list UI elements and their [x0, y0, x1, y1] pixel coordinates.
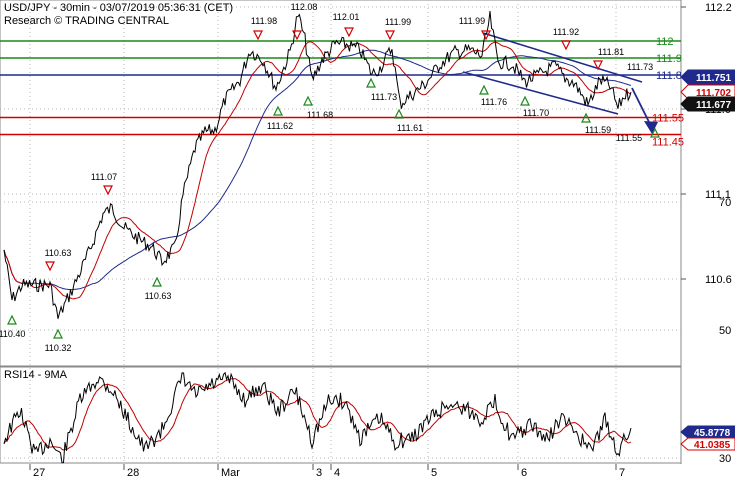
swing-label: 111.98 [251, 16, 277, 26]
projection-arrow-head [644, 121, 658, 134]
time-tick-label: Mar [221, 467, 240, 479]
swing-low-marker [394, 108, 404, 119]
slow-moving-average [3, 49, 632, 291]
grid [0, 0, 681, 464]
swing-label: 111.07 [91, 172, 117, 182]
level-label: 111.55 [652, 113, 684, 125]
projection-arrow-line [631, 87, 651, 125]
price-tick-label: 112.2 [705, 2, 732, 14]
swing-label: 110.32 [45, 343, 72, 353]
level-lines: 112 111.9 111.8 111.55 111.45 [0, 36, 684, 149]
swing-high-marker [481, 30, 491, 41]
rsi-line [3, 371, 632, 464]
swing-label: 111.70 [523, 108, 549, 118]
swing-label: 110.40 [0, 329, 25, 339]
price-badge-label: 111.677 [696, 100, 731, 111]
level-label: 111.9 [656, 53, 682, 65]
price-tick-label: 110.6 [705, 274, 732, 286]
swing-high-marker [561, 40, 571, 51]
rsi-tick-label: 30 [719, 453, 731, 465]
price-badge [680, 96, 735, 112]
channel-upper-line [482, 32, 643, 83]
swing-label: 111.92 [553, 27, 579, 37]
rsi-moving-average [3, 378, 632, 451]
chart-title: USD/JPY - 30min - 03/07/2019 05:36:31 (C… [4, 2, 233, 14]
price-line [3, 11, 632, 319]
swing-low-marker [520, 95, 530, 106]
price-badge [680, 69, 735, 85]
swing-high-marker [385, 30, 395, 41]
rsi-badge-label: 45.8778 [694, 428, 731, 439]
swing-label: 111.61 [397, 123, 423, 133]
swing-low-marker [273, 105, 283, 116]
channel-lower-line [462, 71, 619, 115]
chart-source: Research © TRADING CENTRAL [4, 15, 169, 27]
swing-low-marker [366, 77, 376, 88]
swing-label: 111.99 [459, 16, 485, 26]
swing-high-marker [103, 185, 113, 196]
swing-label: 111.81 [598, 47, 624, 57]
swing-high-marker [253, 30, 263, 41]
swing-label: 111.73 [371, 92, 397, 102]
swing-low-marker [581, 112, 591, 123]
time-tick-label: 3 [316, 467, 322, 479]
price-badge-label: 111.702 [696, 88, 731, 99]
price-tick-label: 111.1 [705, 189, 731, 201]
time-axis: 27 28 Mar 3 4 5 6 7 [29, 464, 625, 479]
time-tick-label: 7 [619, 467, 625, 479]
swing-label: 111.99 [385, 17, 411, 27]
time-tick-label: 6 [521, 467, 527, 479]
price-plot-frame [0, 0, 682, 367]
swing-label: 111.55 [616, 133, 642, 143]
swing-high-marker [593, 60, 603, 71]
swing-label: 111.68 [307, 110, 333, 120]
swing-label: 112.01 [333, 12, 360, 22]
swing-low-marker [7, 314, 17, 325]
swing-annotations: 110.40 110.32 110.63 111.07 110.63 111.98 111.… [0, 2, 660, 353]
rsi-title: RSI14 - 9MA [4, 369, 68, 381]
swing-low-marker [152, 276, 162, 287]
swing-low-marker [479, 84, 489, 95]
rsi-badge [680, 425, 735, 439]
channel-label: 111.73 [627, 62, 653, 72]
level-label: 112 [656, 36, 674, 48]
rsi-tick-label: 50 [719, 325, 731, 337]
swing-label: 110.63 [145, 291, 172, 301]
swing-low-marker [53, 328, 63, 339]
level-label: 111.8 [656, 70, 682, 82]
rsi-badge [680, 437, 735, 451]
swing-label: 111.62 [267, 121, 293, 131]
time-tick-label: 28 [127, 467, 139, 479]
level-label: 111.45 [652, 137, 684, 149]
trend-channel: 111.73 [462, 32, 658, 134]
time-tick-label: 4 [334, 467, 340, 479]
swing-low-marker [650, 127, 660, 138]
swing-label: 111.59 [585, 125, 611, 135]
swing-label: 110.63 [45, 248, 72, 258]
rsi-badge-label: 41.0385 [694, 440, 731, 451]
rsi-tick-label: 70 [719, 197, 731, 209]
swing-low-marker [303, 95, 313, 106]
price-series [3, 11, 632, 464]
time-tick-label: 5 [431, 467, 437, 479]
time-tick-label: 27 [33, 467, 45, 479]
rsi-plot-frame [0, 366, 682, 464]
swing-high-marker [344, 27, 354, 38]
swing-high-marker [45, 261, 55, 272]
swing-high-marker [292, 30, 302, 41]
swing-label: 112.08 [291, 2, 318, 12]
fast-moving-average [3, 41, 632, 300]
price-badge-label: 111.751 [696, 73, 731, 84]
swing-label: 111.76 [481, 97, 507, 107]
